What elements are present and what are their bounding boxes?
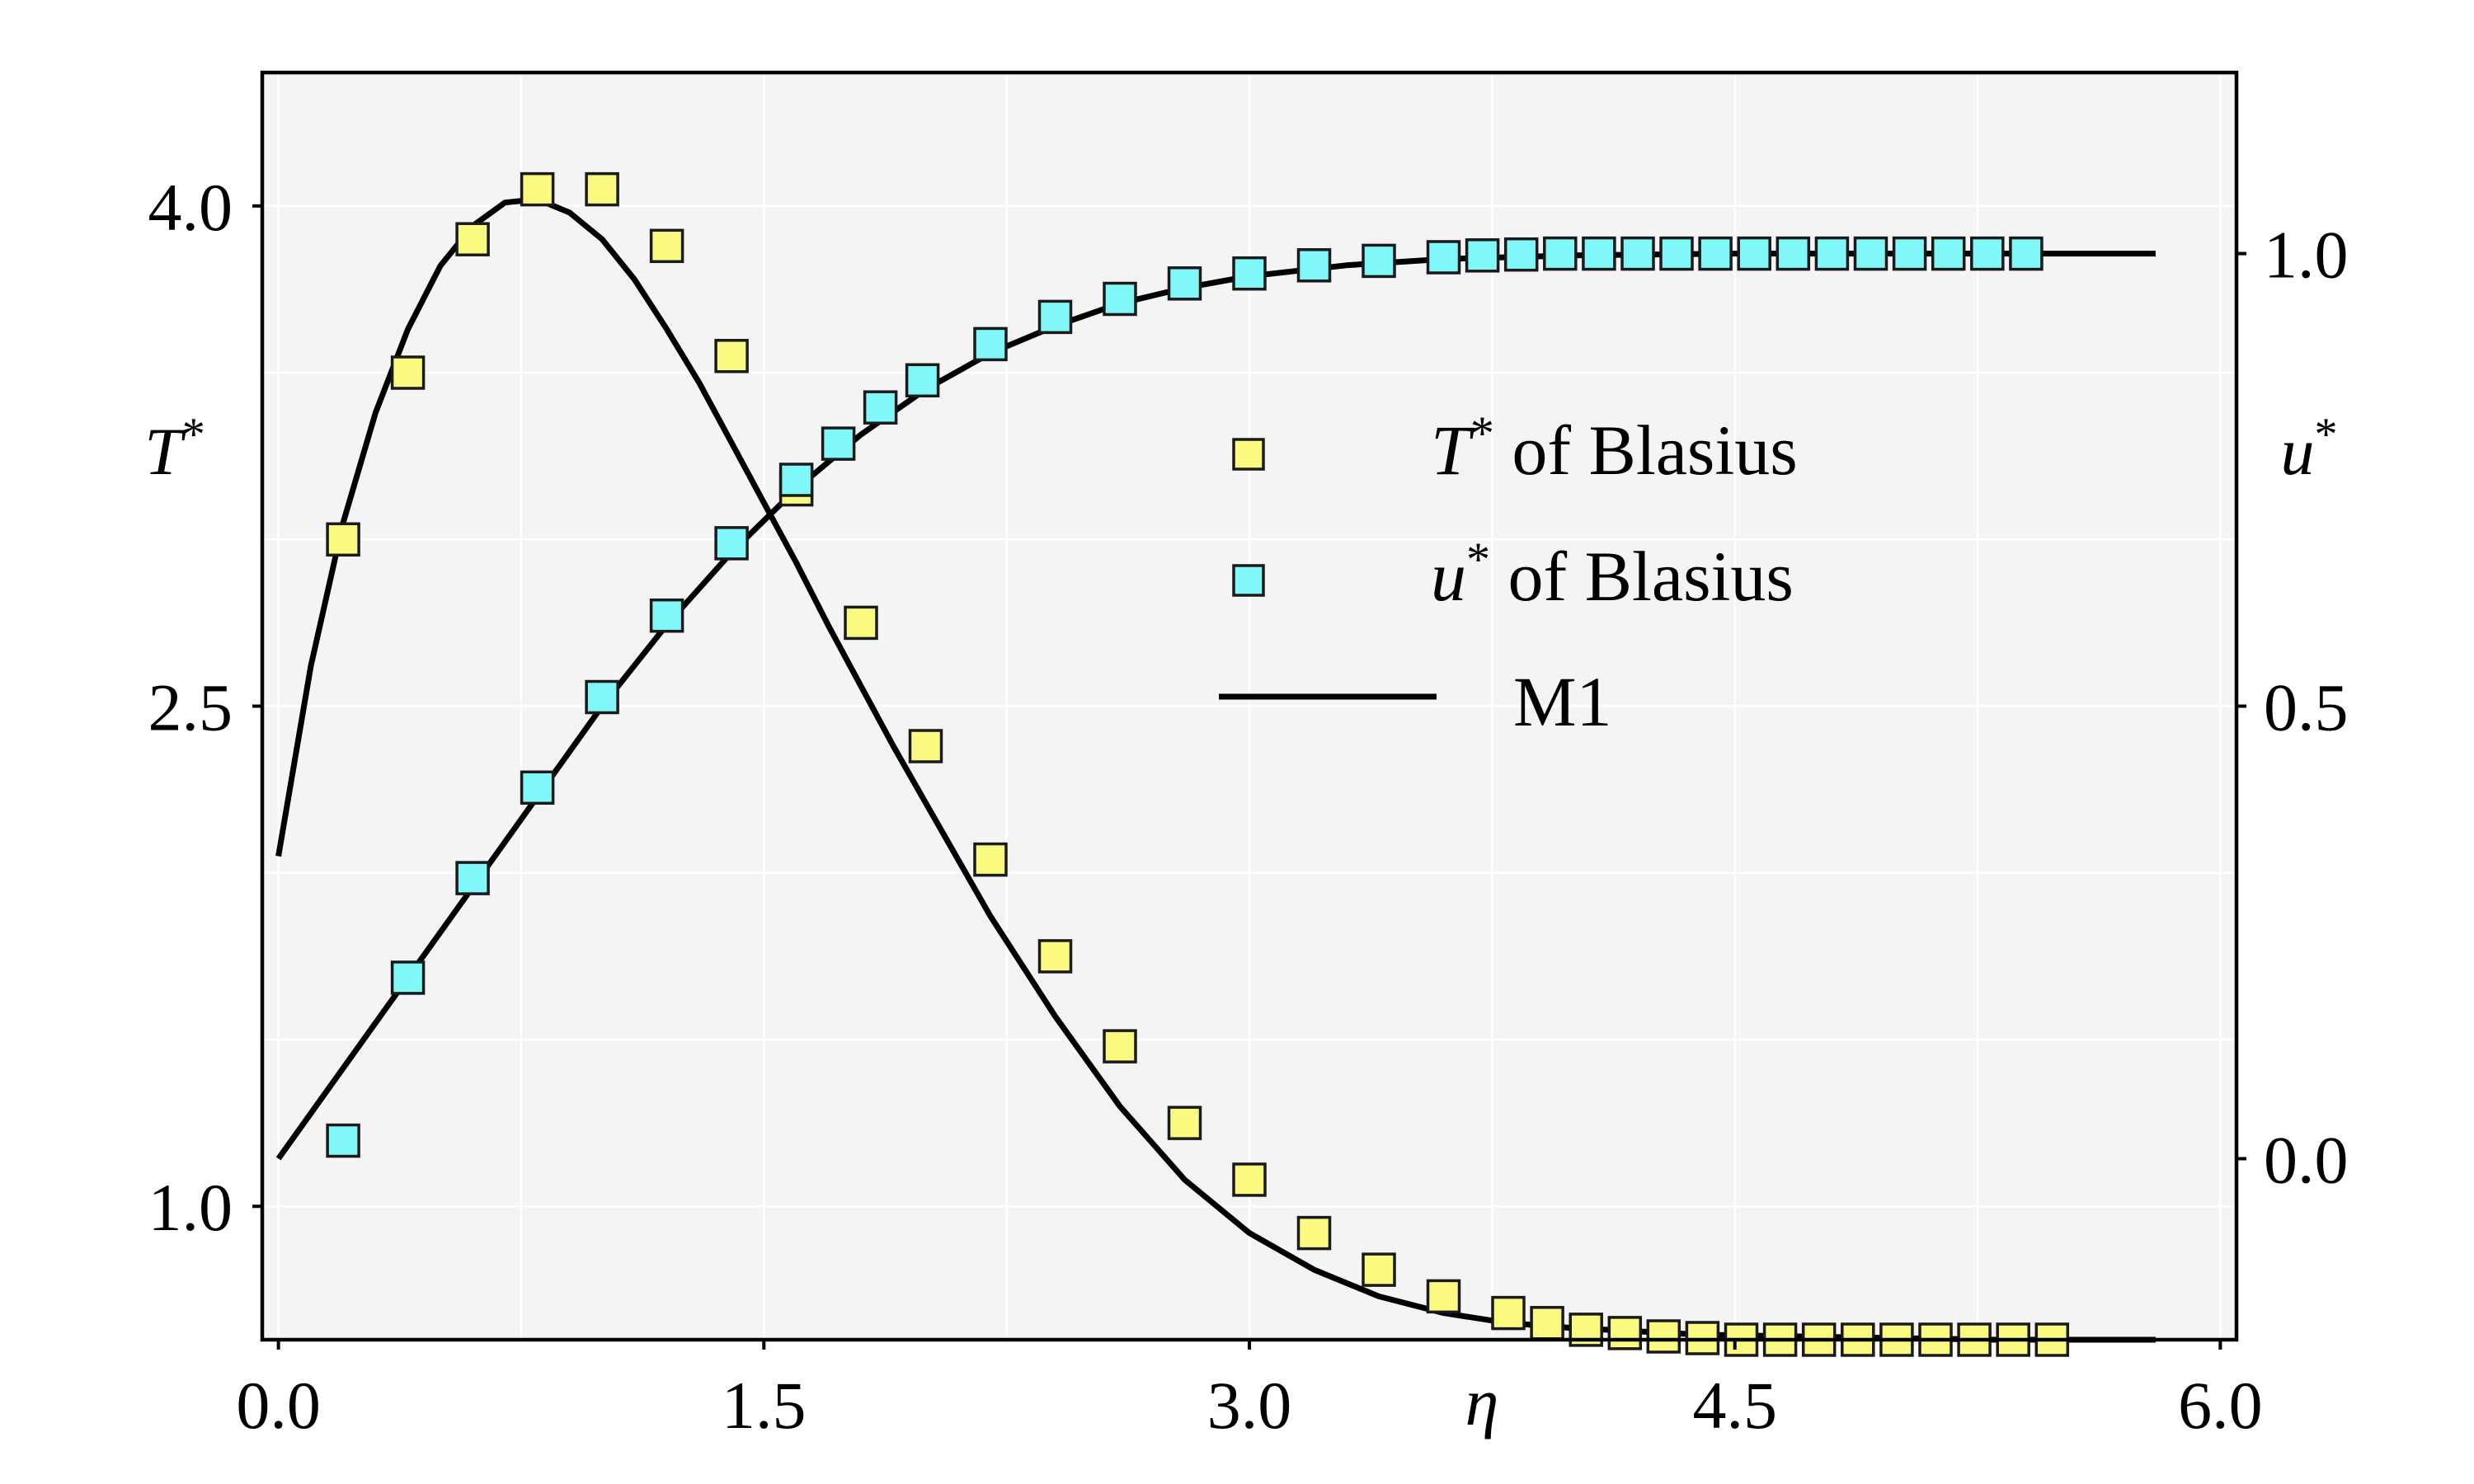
marker-t	[714, 339, 749, 373]
marker-t	[455, 222, 490, 256]
marker-u	[1543, 236, 1578, 271]
x-tick-label: 0.0	[236, 1368, 321, 1443]
marker-u	[2009, 236, 2044, 271]
left-y-axis-label: T*	[144, 409, 205, 489]
marker-u	[905, 363, 940, 398]
marker-u	[1659, 236, 1694, 271]
marker-u	[1582, 236, 1616, 271]
marker-t	[1103, 1029, 1137, 1064]
legend-label-t-symbol: T	[1431, 411, 1475, 490]
x-tick-label: 3.0	[1207, 1368, 1292, 1443]
marker-u	[1698, 236, 1733, 271]
marker-t	[585, 171, 619, 207]
marker-t	[649, 228, 684, 264]
marker-t	[1607, 1316, 1643, 1350]
legend-label-t-sup: *	[1470, 406, 1494, 460]
marker-u	[1362, 243, 1396, 279]
marker-u	[778, 463, 814, 497]
marker-t	[1426, 1279, 1461, 1314]
marker-t	[1296, 1215, 1332, 1251]
marker-u	[390, 960, 426, 995]
marker-u	[1970, 236, 2005, 271]
marker-t	[326, 522, 360, 557]
legend-label-u-rest: of Blasius	[1490, 537, 1794, 616]
marker-u	[714, 526, 749, 561]
marker-u	[649, 598, 684, 633]
y-left-tick-label: 2.5	[148, 670, 233, 745]
marker-t	[1037, 939, 1073, 974]
legend-label-m1: M1	[1513, 662, 1611, 741]
x-tick-label: 6.0	[2178, 1368, 2263, 1443]
grid	[262, 73, 2236, 1340]
marker-u	[1037, 299, 1073, 335]
marker-u	[1853, 236, 1888, 271]
marker-t	[520, 171, 555, 207]
tick-labels: 0.0 1.5 3.0 4.5 6.0 1.0 2.5 4.0 0.0 0.5 1.0	[148, 170, 2349, 1443]
marker-u	[863, 390, 898, 425]
marker-t	[1232, 1162, 1267, 1197]
marker-t	[1167, 1106, 1202, 1140]
legend-label-u: u* of Blasius	[1431, 533, 1794, 616]
right-y-axis-symbol: u	[2281, 414, 2315, 489]
marker-u	[1931, 236, 1966, 271]
left-y-axis-label-star: *	[182, 409, 205, 460]
legend-label-t-rest: of Blasius	[1494, 411, 1798, 490]
marker-u	[821, 426, 856, 461]
marker-u	[1892, 236, 1927, 271]
marker-u	[1620, 236, 1655, 271]
right-y-axis-label-star: *	[2315, 409, 2338, 460]
x-tick-label: 4.5	[1692, 1368, 1777, 1443]
legend-label-t: T* of Blasius	[1431, 406, 1798, 490]
left-y-axis-symbol: T	[144, 414, 186, 489]
marker-u	[455, 861, 490, 895]
marker-u	[1737, 236, 1771, 271]
marker-u	[1232, 256, 1267, 291]
y-right-tick-label: 0.0	[2264, 1122, 2349, 1197]
marker-t	[1646, 1319, 1681, 1354]
marker-u	[1426, 240, 1461, 275]
y-left-tick-label: 1.0	[148, 1170, 233, 1245]
marker-t	[908, 729, 943, 763]
marker-u	[1296, 248, 1332, 283]
marker-t	[844, 605, 878, 641]
marker-u	[973, 326, 1008, 362]
legend-marker-u	[1232, 564, 1265, 597]
ticks	[252, 204, 2246, 1350]
y-right-tick-label: 1.0	[2264, 218, 2349, 293]
legend-marker-t	[1232, 438, 1265, 471]
y-left-tick-label: 4.0	[148, 170, 233, 245]
legend: T* of Blasius u* of Blasius M1	[1219, 406, 1798, 741]
legend-label-u-symbol: u	[1431, 537, 1466, 616]
marker-u	[1814, 236, 1850, 271]
marker-t	[1491, 1295, 1526, 1331]
marker-u	[585, 679, 619, 715]
marker-t	[1530, 1306, 1564, 1341]
x-tick-label: 1.5	[722, 1368, 807, 1443]
right-y-axis-label: u*	[2281, 409, 2338, 489]
y-right-tick-label: 0.5	[2264, 670, 2349, 745]
marker-u	[1465, 238, 1500, 273]
marker-u	[1776, 236, 1811, 271]
legend-label-u-sup: *	[1466, 533, 1490, 586]
x-axis-label: η	[1465, 1364, 1499, 1439]
marker-t	[390, 355, 426, 390]
marker-u	[1167, 266, 1202, 301]
marker-u	[520, 770, 555, 805]
marker-u	[326, 1123, 360, 1158]
marker-t	[1362, 1252, 1396, 1287]
marker-t	[973, 842, 1008, 877]
marker-u	[1503, 237, 1539, 272]
marker-u	[1103, 281, 1137, 317]
